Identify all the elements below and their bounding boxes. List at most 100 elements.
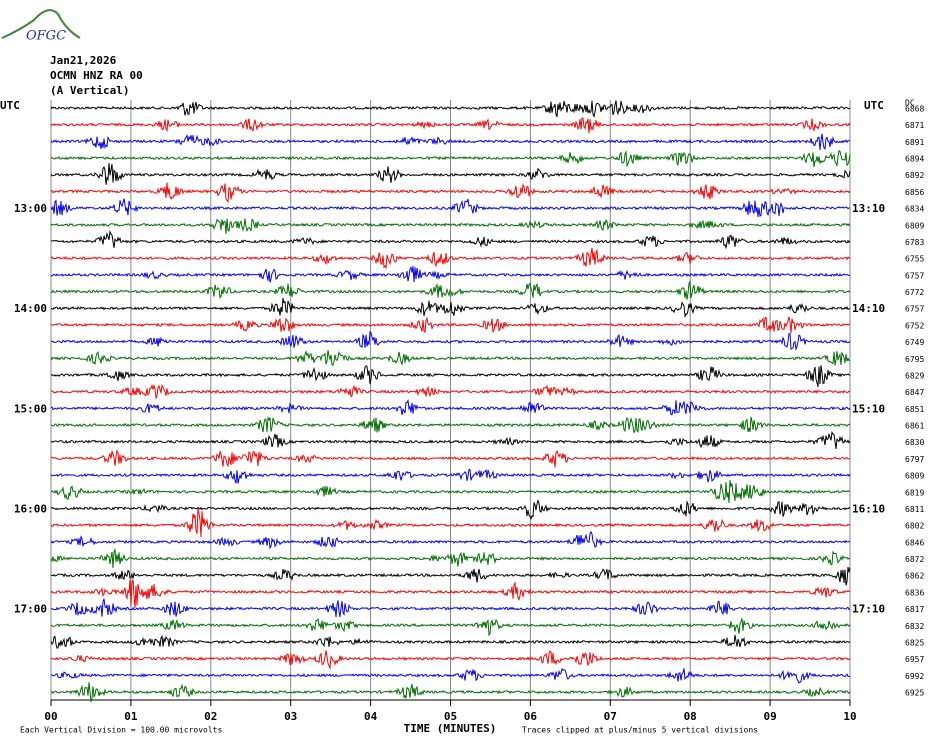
date: Jan21,2026 [50, 54, 117, 67]
trace [50, 650, 851, 670]
x-tick-label: 06 [524, 710, 538, 723]
trace [51, 598, 851, 618]
dc-value: 6757 [905, 271, 924, 280]
trace [50, 634, 851, 649]
dc-value: 6836 [905, 588, 924, 597]
dc-value: 6862 [905, 572, 924, 581]
right-time-label: 16:10 [852, 502, 885, 515]
dc-value: 6894 [905, 155, 924, 164]
trace [50, 182, 851, 203]
trace [50, 198, 851, 217]
trace [50, 349, 851, 366]
right-time-label: 13:10 [852, 202, 885, 215]
dc-value: 6834 [905, 205, 924, 214]
dc-value: 6829 [905, 371, 924, 380]
left-time-label: 17:00 [14, 603, 47, 616]
dc-value: 6872 [905, 555, 924, 564]
dc-value: 6856 [905, 188, 924, 197]
dc-value: 6892 [905, 171, 924, 180]
right-time-label: 17:10 [852, 603, 885, 616]
trace [50, 682, 851, 703]
dc-value: 6797 [905, 455, 924, 464]
trace [50, 508, 851, 538]
trace [50, 383, 851, 400]
dc-value: 6802 [905, 522, 924, 531]
trace [50, 618, 851, 637]
trace [50, 449, 851, 468]
trace [50, 416, 851, 434]
logo-text: OFGC [26, 29, 66, 44]
dc-title: DC [905, 99, 915, 108]
scale-note: Each Vertical Division = 100.00 microvol… [20, 726, 222, 735]
dc-value: 6811 [905, 505, 924, 514]
dc-value: 6795 [905, 355, 924, 364]
left-time-label: 15:00 [14, 402, 47, 415]
dc-value: 6832 [905, 622, 924, 631]
right-time-label: 14:10 [852, 302, 885, 315]
x-tick-label: 08 [684, 710, 697, 723]
x-tick-label: 02 [204, 710, 217, 723]
dc-value: 6809 [905, 472, 924, 481]
x-tick-label: 04 [364, 710, 378, 723]
x-tick-label: 05 [444, 710, 457, 723]
trace [50, 266, 851, 283]
clip-note: Traces clipped at plus/minus 5 vertical … [522, 726, 758, 735]
x-tick-label: 03 [284, 710, 297, 723]
left-time-label: 14:00 [14, 302, 47, 315]
dc-value: 6749 [905, 338, 924, 347]
trace [50, 468, 851, 484]
trace [50, 547, 851, 569]
dc-value: 6847 [905, 388, 924, 397]
dc-value: 6871 [905, 121, 924, 130]
x-tick-label: 10 [843, 710, 856, 723]
dc-value: 6992 [905, 672, 924, 681]
component: (A Vertical) [50, 84, 129, 97]
trace [50, 667, 851, 684]
trace [50, 149, 851, 168]
trace [50, 133, 851, 151]
dc-value: 6825 [905, 638, 924, 647]
dc-value: 6817 [905, 605, 924, 614]
trace [50, 480, 851, 503]
x-tick-label: 09 [763, 710, 776, 723]
dc-value: 6861 [905, 422, 924, 431]
dc-value: 6830 [905, 438, 924, 447]
x-tick-label: 07 [604, 710, 617, 723]
trace [50, 566, 851, 586]
right-axis-title: UTC [864, 99, 884, 112]
trace [50, 530, 851, 550]
dc-value: 6819 [905, 488, 924, 497]
x-tick-label: 01 [124, 710, 138, 723]
dc-value: 6772 [905, 288, 924, 297]
dc-value: 6925 [905, 689, 924, 698]
dc-value: 6846 [905, 538, 924, 547]
station: OCMN HNZ RA 00 [50, 69, 143, 82]
dc-value: 6851 [905, 405, 924, 414]
left-time-label: 13:00 [14, 202, 47, 215]
trace [50, 430, 851, 449]
trace [50, 399, 851, 416]
trace [50, 218, 851, 234]
trace [50, 297, 851, 319]
trace [50, 163, 851, 185]
trace [50, 279, 851, 300]
trace [50, 247, 851, 270]
x-tick-label: 00 [44, 710, 57, 723]
right-time-label: 15:10 [852, 402, 885, 415]
logo-mark [1, 9, 81, 39]
trace [50, 117, 851, 134]
dc-value: 6755 [905, 255, 924, 264]
trace [50, 330, 851, 352]
trace [50, 579, 851, 608]
left-axis-title: UTC [0, 99, 20, 112]
trace [50, 365, 851, 388]
trace [50, 229, 851, 250]
dc-value: 6757 [905, 305, 924, 314]
dc-value: 6891 [905, 138, 924, 147]
dc-value: 6868 [905, 105, 924, 114]
dc-value: 6752 [905, 321, 924, 330]
trace [50, 100, 851, 119]
left-time-label: 16:00 [14, 502, 47, 515]
dc-value: 6957 [905, 655, 924, 664]
